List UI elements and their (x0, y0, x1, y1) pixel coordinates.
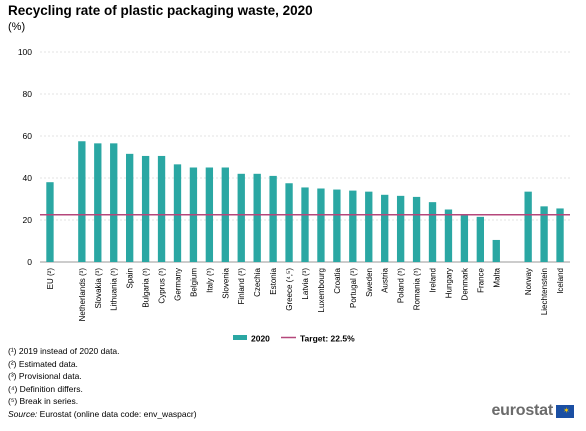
x-tick-label: Liechtenstein (540, 268, 549, 315)
bar (126, 153, 134, 262)
logo-text: eurostat (491, 402, 553, 419)
bar (365, 191, 373, 262)
eu-flag-icon: ✶ (556, 404, 574, 418)
x-tick-label: Luxembourg (317, 268, 326, 312)
y-tick-label: 80 (23, 89, 33, 99)
x-tick-label: Slovenia (221, 267, 230, 298)
eurostat-logo: eurostat ✶ (491, 402, 574, 420)
y-tick-label: 100 (18, 47, 32, 57)
footnote-4: (⁴) Definition differs. (8, 383, 83, 394)
bar (141, 155, 150, 262)
x-tick-label: Netherlands (³) (78, 268, 87, 322)
bar (94, 143, 102, 262)
footnote-3: (³) Provisional data. (8, 371, 82, 381)
legend-swatch-2020 (233, 335, 247, 340)
bar (157, 155, 166, 262)
x-tick-label: Hungary (444, 268, 453, 298)
bar (301, 187, 309, 262)
bar (492, 239, 500, 262)
bar (412, 196, 421, 262)
x-tick-label: France (476, 267, 485, 292)
y-tick-label: 20 (23, 215, 33, 225)
x-tick-label: Lithuania (³) (110, 268, 119, 311)
x-tick-label: Malta (492, 267, 501, 287)
x-tick-label: Iceland (556, 268, 565, 294)
bar (333, 189, 341, 262)
x-tick-label: Denmark (460, 267, 469, 300)
x-tick-label: Slovakia (³) (94, 268, 103, 309)
bar (46, 182, 54, 262)
bar (110, 143, 118, 262)
bar (78, 141, 86, 262)
x-tick-label: Cyprus (³) (158, 268, 167, 304)
x-tick-label: Czechia (253, 267, 262, 296)
chart-unit: (%) (8, 21, 26, 33)
legend-label-target: Target: 22.5% (300, 334, 355, 344)
x-tick-label: Latvia (³) (301, 268, 310, 300)
x-tick-label: Spain (126, 268, 135, 288)
x-tick-label: Poland (³) (397, 268, 406, 303)
bar (237, 173, 245, 262)
footnote-1: (¹) 2019 instead of 2020 data. (8, 346, 120, 356)
bar (253, 173, 261, 262)
bar (285, 183, 293, 262)
footnote-5: (⁵) Break in series. (8, 396, 79, 406)
x-tick-label: Croatia (333, 267, 342, 293)
bar (524, 191, 532, 262)
source-label: Source: (8, 408, 38, 419)
x-tick-label: Ireland (429, 268, 438, 292)
source-text: Eurostat (online data code: env_waspacr) (39, 408, 197, 419)
x-tick-label: Portugal (³) (349, 268, 358, 308)
bar (381, 194, 389, 262)
x-tick-label: Italy (³) (205, 268, 214, 293)
y-tick-label: 40 (23, 173, 33, 183)
x-tick-label: Germany (173, 268, 182, 301)
bar-chart: 0 20 40 60 80 100 EU (²) Netherlands (³) Slovaki… (18, 47, 570, 344)
x-tick-label: Austria (381, 267, 390, 292)
x-tick-label: Norway (524, 268, 533, 295)
x-tick-label: Sweden (365, 268, 374, 297)
x-tick-label: Estonia (269, 267, 278, 294)
y-tick-label: 60 (23, 131, 33, 141)
bar (349, 190, 357, 262)
footnote-2: (²) Estimated data. (8, 358, 78, 369)
x-tick-label: Bulgaria (³) (142, 268, 151, 308)
x-tick-label: EU (²) (46, 268, 55, 290)
bar (396, 195, 405, 262)
bar (269, 175, 277, 262)
bar (428, 202, 437, 262)
chart-title: Recycling rate of plastic packaging wast… (8, 3, 313, 18)
x-tick-label: Finland (³) (237, 268, 246, 305)
x-tick-label: Greece (⁴,⁵) (285, 268, 294, 311)
bar (173, 164, 182, 262)
legend-label-2020: 2020 (251, 334, 270, 344)
bar (476, 216, 484, 262)
source-note: Source: Eurostat (online data code: env_… (8, 408, 197, 421)
y-tick-label: 0 (27, 257, 32, 267)
bar (556, 208, 564, 262)
x-tick-label: Belgium (189, 268, 198, 297)
bar (460, 214, 469, 262)
x-tick-label: Romania (³) (413, 268, 422, 311)
bar (540, 206, 548, 262)
bar (317, 188, 325, 262)
bar (444, 209, 453, 262)
